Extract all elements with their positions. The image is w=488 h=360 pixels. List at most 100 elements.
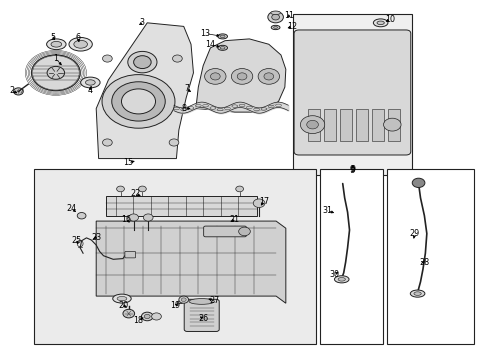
Text: 11: 11: [284, 11, 294, 20]
Ellipse shape: [409, 290, 424, 297]
Circle shape: [138, 186, 146, 192]
Text: 9: 9: [349, 165, 355, 174]
Circle shape: [31, 55, 80, 91]
PathPatch shape: [196, 39, 285, 112]
Circle shape: [112, 82, 165, 121]
Text: 9: 9: [349, 166, 355, 175]
Ellipse shape: [337, 278, 345, 281]
Circle shape: [122, 309, 134, 318]
Circle shape: [264, 73, 273, 80]
Circle shape: [102, 139, 112, 146]
Text: 24: 24: [67, 204, 77, 213]
Bar: [34, 169, 316, 344]
Ellipse shape: [217, 34, 227, 39]
Text: 5: 5: [50, 33, 55, 42]
Text: 14: 14: [205, 40, 215, 49]
Circle shape: [47, 66, 64, 79]
Ellipse shape: [273, 27, 277, 28]
Text: 2: 2: [9, 86, 15, 95]
PathPatch shape: [96, 221, 285, 303]
Circle shape: [204, 68, 225, 84]
Bar: [106, 196, 256, 216]
Text: 19: 19: [170, 301, 180, 310]
Ellipse shape: [46, 39, 66, 50]
Circle shape: [133, 56, 151, 68]
Circle shape: [271, 14, 279, 20]
Circle shape: [143, 214, 153, 221]
Circle shape: [151, 313, 161, 320]
Bar: [371, 109, 383, 141]
Text: 10: 10: [385, 15, 395, 24]
Ellipse shape: [74, 40, 87, 48]
Bar: [323, 109, 335, 141]
Circle shape: [102, 55, 112, 62]
Ellipse shape: [85, 80, 95, 85]
FancyBboxPatch shape: [293, 30, 410, 155]
Text: 6: 6: [75, 33, 80, 42]
Ellipse shape: [117, 296, 126, 301]
Circle shape: [210, 73, 220, 80]
Circle shape: [179, 296, 188, 303]
Bar: [307, 109, 319, 141]
Ellipse shape: [189, 298, 214, 304]
Ellipse shape: [271, 25, 280, 30]
Text: 23: 23: [91, 233, 101, 242]
Text: 22: 22: [130, 189, 140, 198]
Bar: [319, 169, 382, 344]
Circle shape: [144, 314, 150, 319]
Text: 25: 25: [71, 236, 81, 245]
Circle shape: [121, 89, 155, 114]
Text: 1: 1: [53, 54, 58, 63]
Text: 7: 7: [183, 84, 189, 93]
Text: 15: 15: [122, 158, 133, 167]
Text: 13: 13: [200, 29, 210, 38]
Circle shape: [116, 186, 124, 192]
FancyBboxPatch shape: [203, 226, 246, 237]
Text: 30: 30: [329, 270, 339, 279]
Ellipse shape: [51, 41, 61, 47]
Bar: [387, 109, 399, 141]
Text: 28: 28: [419, 258, 428, 267]
Text: 16: 16: [121, 215, 131, 224]
FancyBboxPatch shape: [184, 299, 219, 332]
Circle shape: [102, 75, 175, 128]
Text: 4: 4: [88, 86, 93, 95]
Circle shape: [77, 212, 86, 219]
Bar: [355, 109, 367, 141]
Ellipse shape: [69, 37, 92, 51]
Circle shape: [141, 312, 153, 321]
Circle shape: [306, 120, 318, 129]
PathPatch shape: [96, 23, 193, 158]
Text: 17: 17: [258, 197, 268, 206]
Ellipse shape: [270, 11, 280, 15]
Ellipse shape: [220, 46, 224, 49]
Circle shape: [128, 214, 138, 221]
Text: 3: 3: [140, 18, 144, 27]
Text: 31: 31: [322, 206, 331, 215]
Ellipse shape: [81, 77, 100, 88]
Text: 27: 27: [209, 296, 219, 305]
Circle shape: [181, 298, 186, 301]
Text: 8: 8: [182, 104, 186, 113]
Text: 18: 18: [133, 315, 143, 324]
Circle shape: [411, 178, 424, 188]
Text: 9: 9: [349, 165, 354, 174]
Circle shape: [267, 12, 283, 23]
FancyBboxPatch shape: [124, 251, 135, 258]
Circle shape: [253, 199, 264, 207]
Ellipse shape: [376, 21, 384, 24]
Bar: [339, 109, 351, 141]
Text: 20: 20: [119, 301, 129, 310]
Circle shape: [258, 68, 279, 84]
Ellipse shape: [177, 301, 183, 303]
Circle shape: [238, 227, 250, 236]
Ellipse shape: [113, 294, 131, 303]
Circle shape: [383, 118, 400, 131]
Text: 26: 26: [198, 314, 208, 323]
Ellipse shape: [220, 35, 224, 38]
Circle shape: [14, 88, 23, 95]
Ellipse shape: [413, 292, 420, 296]
Circle shape: [127, 51, 157, 73]
Circle shape: [237, 73, 246, 80]
Circle shape: [169, 139, 179, 146]
